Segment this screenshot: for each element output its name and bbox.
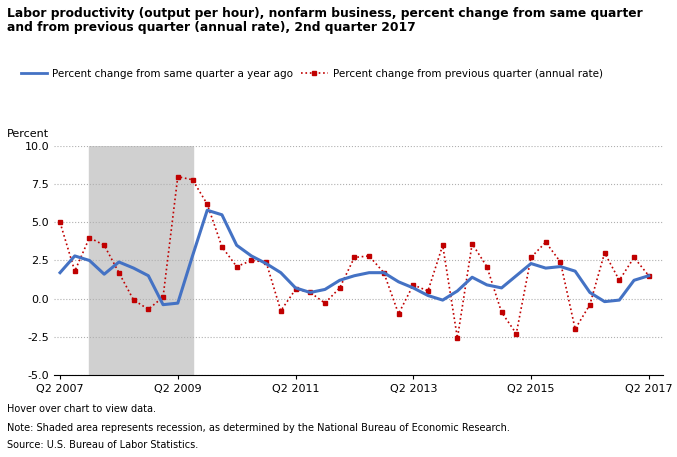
Text: Note: Shaded area represents recession, as determined by the National Bureau of : Note: Shaded area represents recession, … [7, 423, 510, 433]
Bar [89, 146, 192, 375]
Text: Labor productivity (output per hour), nonfarm business, percent change from same: Labor productivity (output per hour), no… [7, 7, 642, 20]
Text: Percent: Percent [7, 129, 49, 139]
Text: and from previous quarter (annual rate), 2nd quarter 2017: and from previous quarter (annual rate),… [7, 21, 416, 33]
Legend: Percent change from same quarter a year ago, Percent change from previous quarte: Percent change from same quarter a year … [17, 64, 607, 83]
Text: Hover over chart to view data.: Hover over chart to view data. [7, 404, 156, 414]
Text: Source: U.S. Bureau of Labor Statistics.: Source: U.S. Bureau of Labor Statistics. [7, 440, 198, 450]
